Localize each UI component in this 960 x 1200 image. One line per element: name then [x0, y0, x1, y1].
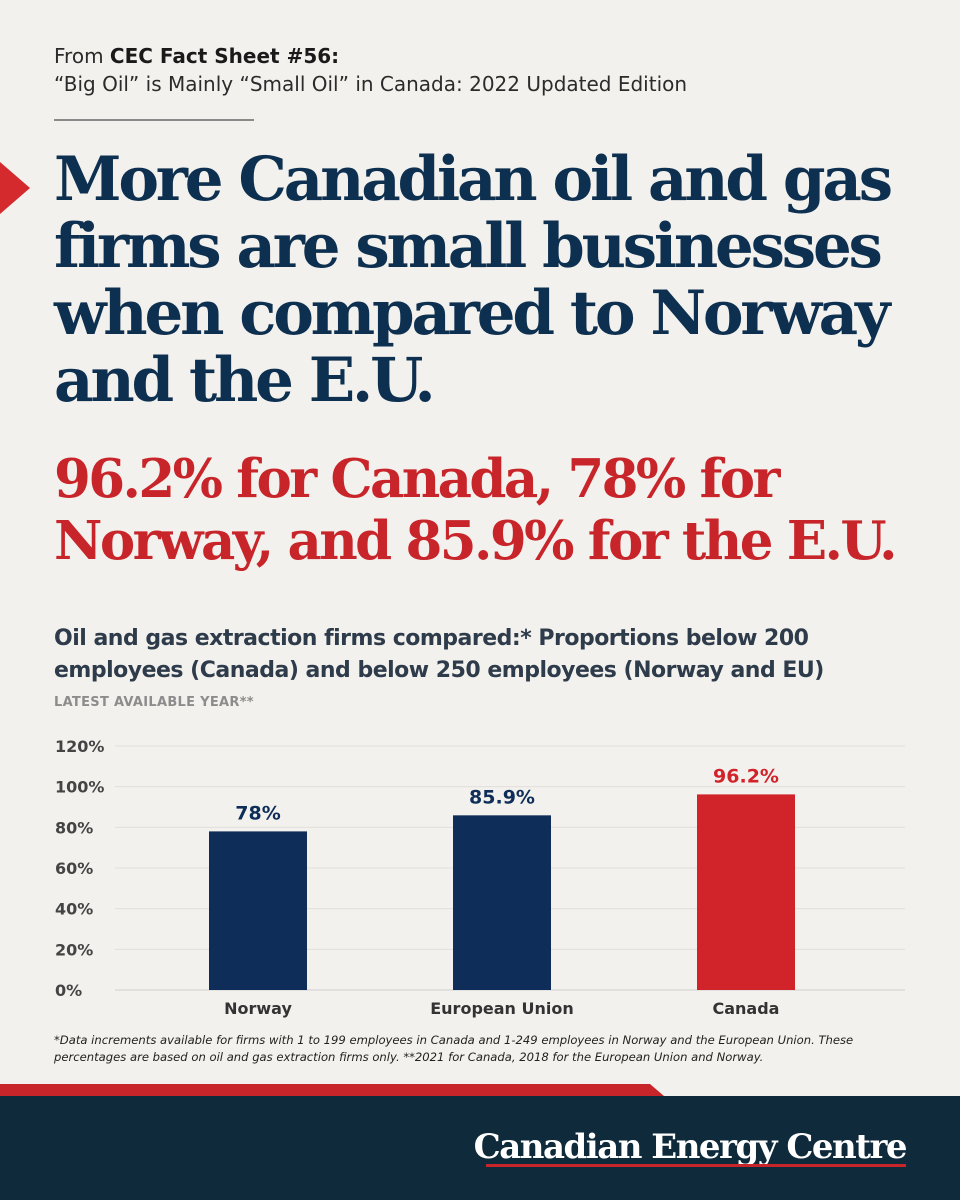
bar-european-union — [453, 815, 551, 990]
source-name: CEC Fact Sheet #56: — [109, 44, 340, 68]
brand-underline — [486, 1164, 906, 1167]
red-accent-band — [0, 1084, 664, 1096]
data-label: 96.2% — [713, 765, 779, 787]
data-label: 85.9% — [469, 786, 535, 808]
category-label: European Union — [430, 999, 574, 1018]
bar-chart: 0% 20% 40% 60% 80% 100% 120% 78% Norway 85.9% Euro… — [55, 737, 905, 1018]
y-tick-label: 20% — [55, 940, 93, 959]
headline: More Canadian oil and gas firms are smal… — [54, 144, 893, 416]
footer-bar — [0, 1096, 960, 1200]
source-line: From CEC Fact Sheet #56: — [54, 44, 339, 68]
y-tick-label: 40% — [55, 900, 93, 919]
bar-canada — [697, 794, 795, 990]
chart-subtitle: LATEST AVAILABLE YEAR** — [54, 695, 254, 710]
bar-norway — [209, 831, 307, 990]
footnote: *Data increments available for firms wit… — [54, 1033, 854, 1064]
y-tick-label: 120% — [55, 737, 104, 756]
source-divider — [54, 119, 254, 121]
y-tick-label: 80% — [55, 818, 93, 837]
source-prefix: From — [54, 44, 110, 68]
y-tick-label: 0% — [55, 981, 82, 1000]
source-subtitle: “Big Oil” is Mainly “Small Oil” in Canad… — [54, 72, 688, 96]
category-label: Norway — [224, 999, 292, 1018]
subheadline: 96.2% for Canada, 78% for Norway, and 85… — [54, 448, 898, 572]
brand-logo: Canadian Energy Centre — [473, 1127, 908, 1167]
y-tick-label: 60% — [55, 859, 93, 878]
red-arrow-icon — [0, 162, 30, 214]
category-label: Canada — [713, 999, 780, 1018]
data-label: 78% — [235, 802, 280, 824]
y-tick-label: 100% — [55, 778, 104, 797]
chart-title: Oil and gas extraction firms compared:* … — [54, 626, 824, 683]
